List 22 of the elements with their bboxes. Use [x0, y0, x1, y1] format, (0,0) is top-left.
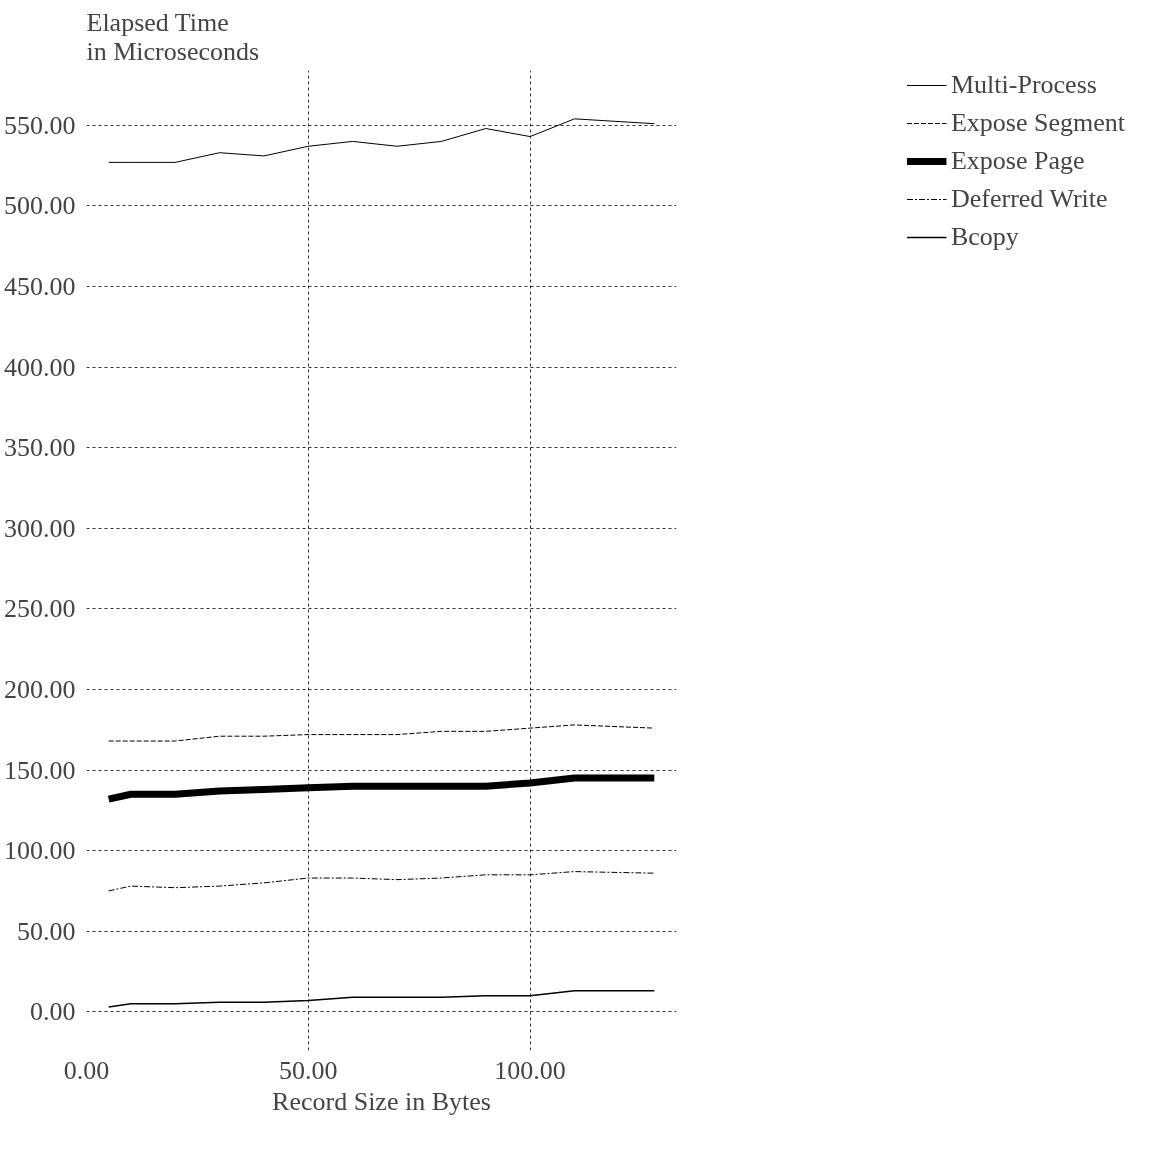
y-tick-label: 250.00 [4, 594, 76, 624]
y-tick-label: 100.00 [4, 836, 76, 866]
y-tick-label: 450.00 [4, 271, 76, 301]
y-tick-label: 350.00 [4, 433, 76, 463]
y-tick-label: 500.00 [4, 191, 76, 221]
y-tick-label: 200.00 [4, 674, 76, 704]
legend-label: Expose Segment [950, 108, 1126, 138]
y-tick-label: 150.00 [4, 755, 76, 785]
y-tick-label: 400.00 [4, 352, 76, 382]
y-tick-label: 300.00 [4, 513, 76, 543]
x-tick-label: 0.00 [63, 1055, 110, 1085]
y-tick-label: 550.00 [4, 110, 76, 140]
x-tick-label: 50.00 [279, 1055, 338, 1085]
legend-label: Deferred Write [950, 184, 1108, 214]
y-tick-label: 50.00 [17, 916, 76, 946]
x-tick-label: 100.00 [494, 1055, 566, 1085]
x-axis-title: Record Size in Bytes [272, 1086, 491, 1116]
legend-label: Expose Page [950, 146, 1085, 176]
y-axis-title: Elapsed Time in Microseconds [86, 7, 260, 66]
legend-label: Bcopy [950, 222, 1019, 252]
legend-label: Multi-Process [950, 70, 1097, 100]
y-tick-label: 0.00 [30, 997, 76, 1027]
